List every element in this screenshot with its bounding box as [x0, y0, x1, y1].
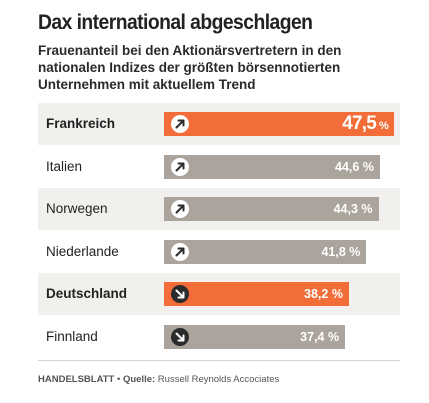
source-name: Russell Reynolds Accociates: [157, 374, 280, 385]
value-label: 44,3 %: [334, 197, 373, 221]
value-label: 37,4 %: [300, 325, 339, 349]
value-number: 41,8 %: [321, 244, 361, 259]
trend-up-icon: [171, 200, 189, 218]
category-label: Deutschland: [46, 286, 128, 301]
chart-row: Finnland 37,4 %: [38, 316, 400, 358]
chart-row: Deutschland 38,2 %: [38, 273, 400, 315]
value-label: 38,2 %: [304, 282, 343, 306]
value-number: 37,4 %: [300, 329, 340, 344]
chart-row: Norwegen 44,3 %: [38, 188, 400, 230]
bar-chart: Frankreich 47,5% Italien 44,6 % Norwegen 44,3…: [38, 103, 400, 359]
value-number: 38,2 %: [304, 287, 343, 301]
category-label: Niederlande: [46, 243, 119, 259]
source-label: Quelle:: [122, 374, 156, 385]
publisher-name: HANDELSBLATT: [38, 374, 115, 385]
value-number: 47,5: [342, 113, 377, 134]
chart-row: Frankreich 47,5%: [38, 103, 400, 145]
category-label: Finnland: [46, 328, 98, 344]
value-label: 44,6 %: [335, 155, 374, 179]
bar: 41,8 %: [164, 239, 367, 264]
category-label: Italien: [46, 158, 83, 174]
category-label: Norwegen: [46, 201, 108, 216]
bar: 44,3 %: [164, 197, 379, 221]
chart-row: Italien 44,6 %: [38, 146, 400, 188]
category-label: Frankreich: [46, 116, 116, 131]
value-label: 47,5%: [342, 112, 389, 136]
trend-up-icon: [171, 115, 189, 133]
value-label: 41,8 %: [321, 240, 360, 264]
trend-up-icon: [171, 157, 189, 176]
chart-title: Dax international abgeschlagen: [38, 11, 313, 34]
bar: 44,6 %: [164, 154, 380, 179]
trend-down-icon: [171, 327, 189, 346]
value-unit: %: [379, 120, 389, 132]
bar: 37,4 %: [164, 324, 346, 349]
trend-up-icon: [171, 242, 189, 261]
footer-divider: [38, 360, 400, 361]
value-number: 44,6 %: [335, 159, 374, 174]
chart-subtitle: Frauenanteil bei den Aktionärsvertretern…: [38, 43, 342, 92]
bar: 47,5%: [164, 112, 394, 136]
chart-row: Niederlande 41,8 %: [38, 231, 400, 273]
trend-down-icon: [171, 285, 189, 303]
bar: 38,2 %: [164, 282, 349, 306]
source-separator: •: [116, 374, 121, 385]
source-line: HANDELSBLATT • Quelle: Russell Reynolds …: [38, 374, 279, 385]
value-number: 44,3 %: [333, 202, 373, 216]
